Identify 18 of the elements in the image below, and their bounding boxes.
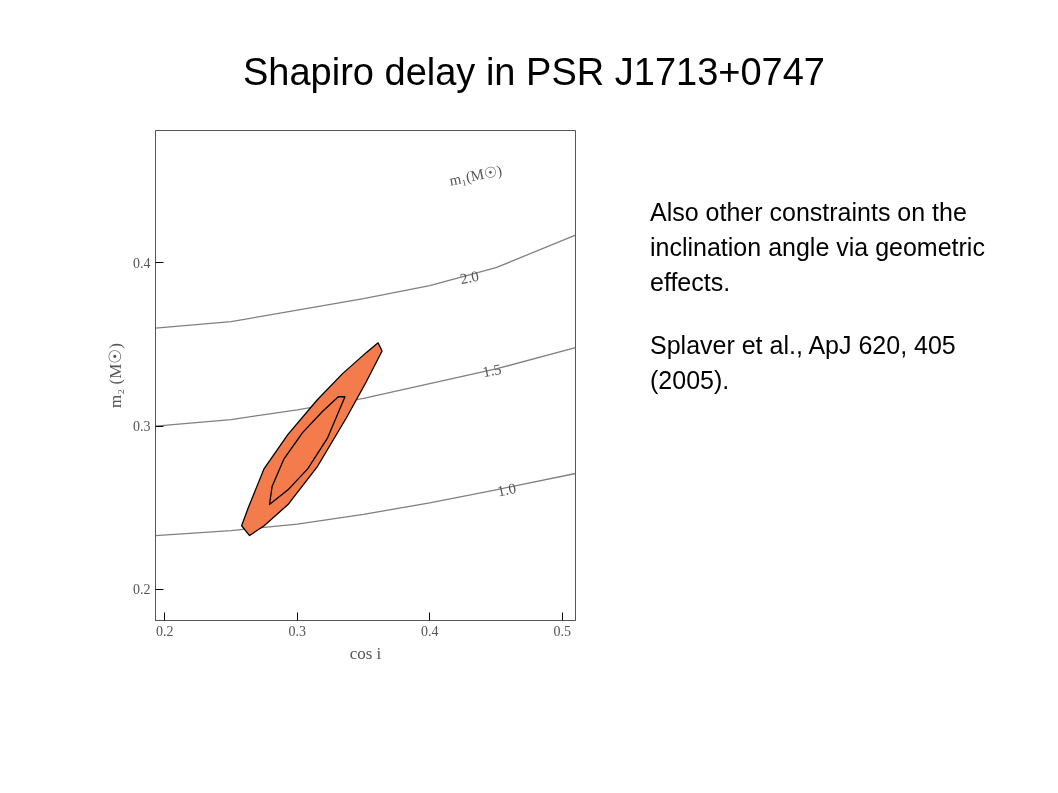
annotation: 1.0 bbox=[495, 480, 518, 500]
x-tick-label: 0.3 bbox=[288, 623, 307, 639]
y-tick-label: 0.3 bbox=[133, 419, 151, 435]
chart-title: Shapiro delay in PSR J1713+0747 bbox=[242, 50, 826, 95]
annotation: 2.0 bbox=[458, 267, 481, 288]
y-axis-title: m₂ (M☉) bbox=[106, 343, 125, 408]
y-tick-label: 0.2 bbox=[133, 582, 151, 598]
text: Splaver et al., ApJ 620, 405 (2005). bbox=[650, 330, 957, 396]
text: Also other constraints on the inclination angle via geometric effects. bbox=[650, 197, 985, 298]
y-tick-label: 0.4 bbox=[133, 255, 151, 271]
x-axis-title: cos i bbox=[349, 643, 382, 663]
line-series bbox=[155, 472, 576, 537]
x-tick-label: 0.5 bbox=[553, 623, 571, 639]
x-tick-label: 0.2 bbox=[156, 623, 174, 639]
x-tick-label: 0.4 bbox=[421, 623, 439, 639]
annotation: m₁(M☉) bbox=[447, 162, 504, 190]
annotation: 1.5 bbox=[481, 360, 503, 381]
line-series bbox=[155, 234, 576, 329]
